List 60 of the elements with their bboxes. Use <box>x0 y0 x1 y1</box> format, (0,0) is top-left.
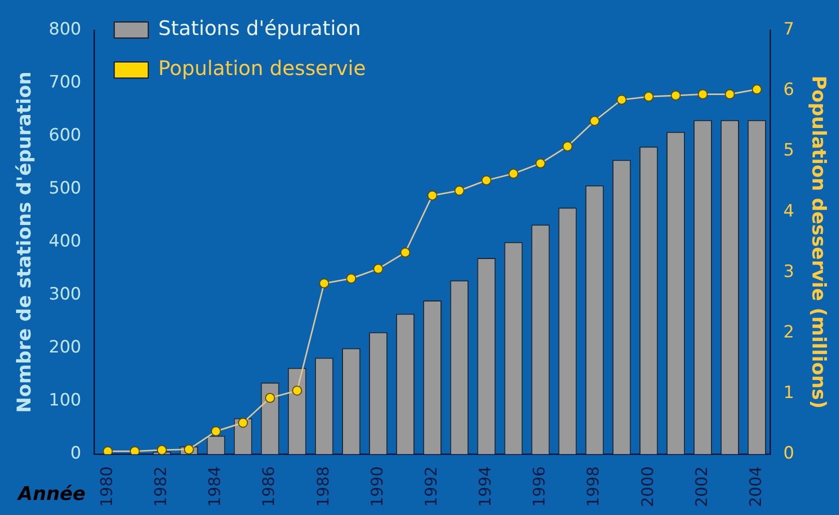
x-tick-label: 2002 <box>692 466 711 507</box>
y-tick-label: 400 <box>48 232 82 252</box>
point <box>400 247 410 258</box>
y2-tick-label: 5 <box>783 140 794 161</box>
legend-label: Population desservie <box>158 56 366 80</box>
point <box>184 444 194 454</box>
point <box>156 445 167 454</box>
x-axis-title: Année <box>16 482 86 505</box>
y2-tick-label: 7 <box>783 19 794 40</box>
x-tick-label: 1980 <box>96 466 116 507</box>
point <box>265 392 276 403</box>
x-tick-label: 1982 <box>151 466 170 507</box>
x-tick-label: 2000 <box>638 466 657 507</box>
point <box>292 386 302 396</box>
y2-tick-label: 2 <box>783 322 794 342</box>
y2-axis-title: Population desservie (millions) <box>808 76 830 409</box>
x-tick-label: 1998 <box>584 466 603 507</box>
x-tick-label: 1986 <box>259 466 278 507</box>
x-tick-label: 1984 <box>205 466 224 507</box>
x-tick-label: 2004 <box>746 466 766 507</box>
y-tick-label: 800 <box>48 19 82 40</box>
y2-tick-label: 1 <box>783 383 794 404</box>
x-tick-label: 1996 <box>530 466 549 507</box>
x-tick-label: 1990 <box>367 466 386 507</box>
legend-label: Stations d'épuration <box>158 16 361 40</box>
point <box>481 175 492 186</box>
y-tick-label: 200 <box>48 338 82 358</box>
y-axis-title: Nombre de stations d'épuration <box>13 71 36 413</box>
point <box>562 141 573 152</box>
x-tick-label: 1988 <box>313 466 332 507</box>
point <box>238 418 248 428</box>
point <box>130 446 140 454</box>
point <box>590 116 600 126</box>
y2-tick-label: 4 <box>783 201 794 222</box>
point <box>319 278 330 288</box>
point <box>454 186 464 196</box>
point <box>670 90 681 100</box>
point <box>752 84 762 94</box>
point <box>698 89 708 100</box>
y-tick-label: 0 <box>70 444 82 464</box>
point <box>508 168 518 179</box>
point <box>210 426 221 436</box>
point <box>616 94 627 105</box>
y2-tick-label: 6 <box>783 80 794 100</box>
point <box>644 92 654 102</box>
x-tick-label: 1992 <box>421 466 440 507</box>
y2-tick-label: 0 <box>783 444 794 464</box>
point <box>535 158 546 168</box>
point <box>373 264 384 274</box>
x-tick-label: 1994 <box>476 466 495 507</box>
point <box>724 89 735 100</box>
point <box>427 190 438 200</box>
point <box>346 274 356 284</box>
y-tick-label: 600 <box>48 125 82 146</box>
y-tick-label: 300 <box>48 284 82 305</box>
y-tick-label: 500 <box>48 178 82 199</box>
point <box>102 446 113 454</box>
y-tick-label: 700 <box>48 72 82 92</box>
y-tick-label: 100 <box>48 390 82 411</box>
y2-tick-label: 3 <box>783 262 794 282</box>
